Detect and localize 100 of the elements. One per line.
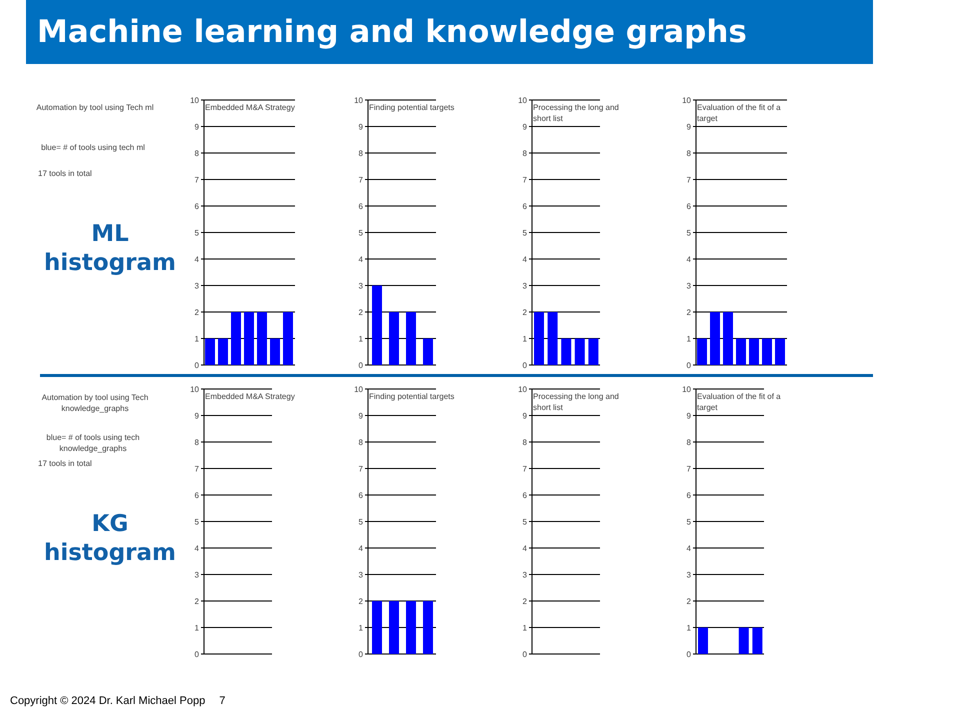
y-tick-label: 9 — [194, 122, 200, 132]
y-tick-label: 0 — [194, 650, 200, 659]
y-tick-label: 1 — [522, 334, 528, 344]
y-tick-label: 7 — [194, 464, 200, 474]
y-tick-label: 9 — [522, 122, 528, 132]
y-tick-label: 8 — [522, 438, 528, 447]
y-tick-label: 6 — [194, 202, 200, 211]
y-tick-label: 9 — [358, 122, 364, 132]
y-tick-label: 3 — [522, 570, 528, 580]
bar — [406, 312, 416, 365]
y-tick-label: 1 — [194, 623, 200, 632]
y-tick-label: 4 — [358, 544, 364, 553]
y-tick-label: 8 — [194, 438, 200, 447]
y-tick-label: 9 — [686, 411, 692, 420]
y-tick-label: 3 — [194, 281, 200, 290]
y-tick-label: 9 — [194, 411, 200, 420]
chart-title: Embedded M&A Strategy — [205, 102, 296, 113]
y-tick-label: 0 — [358, 650, 364, 659]
y-tick-label: 3 — [686, 281, 692, 290]
y-tick-label: 0 — [358, 360, 364, 370]
text: blue= # of tools using tech ml — [40, 142, 146, 153]
y-tick-label: 10 — [682, 384, 692, 394]
chart-title: Finding potential targets — [369, 391, 456, 402]
y-tick-label: 7 — [194, 175, 200, 184]
text: Processing the long and short list — [533, 102, 620, 124]
chart-title: Finding potential targets — [369, 102, 456, 113]
y-tick-label: 0 — [686, 360, 692, 370]
y-tick-label: 7 — [358, 175, 364, 184]
y-tick-label: 2 — [522, 308, 528, 317]
y-tick-label: 5 — [358, 517, 364, 526]
text: Copyright © 2024 Dr. Karl Michael Popp — [10, 695, 206, 707]
text: 17 tools in total — [38, 169, 92, 178]
y-tick-label: 0 — [686, 650, 692, 659]
y-tick-label: 4 — [686, 544, 692, 553]
text: Automation by tool using Tech knowledge_graphs — [40, 392, 150, 414]
y-tick-label: 9 — [358, 411, 364, 420]
bar — [372, 286, 382, 365]
y-tick-label: 5 — [686, 517, 692, 526]
y-tick-label: 7 — [686, 464, 692, 474]
y-tick-label: 10 — [354, 96, 364, 105]
y-tick-label: 10 — [354, 384, 364, 394]
y-tick-label: 4 — [358, 254, 364, 264]
y-tick-label: 6 — [522, 202, 528, 211]
text: Automation by tool using Tech ml — [35, 102, 155, 113]
bar — [389, 312, 399, 365]
y-tick-label: 1 — [686, 334, 692, 344]
text: 7 — [219, 695, 226, 707]
y-tick-label: 6 — [686, 490, 692, 500]
bar — [423, 338, 433, 365]
y-tick-label: 4 — [194, 254, 200, 264]
text: blue= # of tools using tech knowledge_graphs — [45, 432, 141, 454]
y-tick-label: 6 — [194, 490, 200, 500]
y-tick-label: 7 — [522, 464, 528, 474]
y-tick-label: 5 — [358, 228, 364, 238]
y-tick-label: 1 — [358, 334, 364, 344]
text: 17 tools in total — [38, 459, 92, 468]
y-tick-label: 1 — [522, 623, 528, 632]
y-tick-label: 9 — [686, 122, 692, 132]
y-tick-label: 3 — [358, 570, 364, 580]
y-tick-label: 4 — [194, 544, 200, 553]
y-tick-label: 10 — [190, 96, 200, 105]
y-tick-label: 10 — [682, 96, 692, 105]
y-tick-label: 5 — [194, 228, 200, 238]
y-tick-label: 3 — [358, 281, 364, 290]
text: Evaluation of the fit of a target — [697, 391, 782, 413]
y-tick-label: 8 — [686, 148, 692, 158]
y-tick-label: 4 — [522, 254, 528, 264]
y-tick-label: 6 — [522, 490, 528, 500]
y-tick-label: 3 — [686, 570, 692, 580]
y-tick-label: 0 — [522, 360, 528, 370]
y-tick-label: 7 — [686, 175, 692, 184]
y-tick-label: 2 — [686, 596, 692, 606]
y-tick-label: 5 — [522, 228, 528, 238]
y-tick-label: 2 — [686, 308, 692, 317]
y-tick-label: 2 — [358, 308, 364, 317]
text: Processing the long and short list — [533, 391, 620, 413]
y-tick-label: 8 — [358, 438, 364, 447]
y-tick-label: 5 — [194, 517, 200, 526]
y-tick-label: 6 — [358, 490, 364, 500]
text: KG histogram — [42, 510, 178, 568]
y-tick-label: 5 — [522, 517, 528, 526]
y-tick-label: 0 — [522, 650, 528, 659]
y-tick-label: 10 — [190, 384, 200, 394]
y-tick-label: 7 — [522, 175, 528, 184]
y-tick-label: 5 — [686, 228, 692, 238]
y-tick-label: 8 — [522, 148, 528, 158]
text: ML histogram — [42, 220, 178, 278]
y-tick-label: 1 — [358, 623, 364, 632]
y-tick-label: 6 — [358, 202, 364, 211]
y-tick-label: 2 — [522, 596, 528, 606]
chart-title: Embedded M&A Strategy — [205, 391, 296, 402]
y-tick-label: 2 — [194, 308, 200, 317]
y-tick-label: 4 — [522, 544, 528, 553]
y-tick-label: 7 — [358, 464, 364, 474]
y-tick-label: 1 — [194, 334, 200, 344]
y-tick-label: 6 — [686, 202, 692, 211]
y-tick-label: 1 — [686, 623, 692, 632]
y-tick-label: 2 — [194, 596, 200, 606]
y-tick-label: 8 — [194, 148, 200, 158]
y-tick-label: 8 — [358, 148, 364, 158]
